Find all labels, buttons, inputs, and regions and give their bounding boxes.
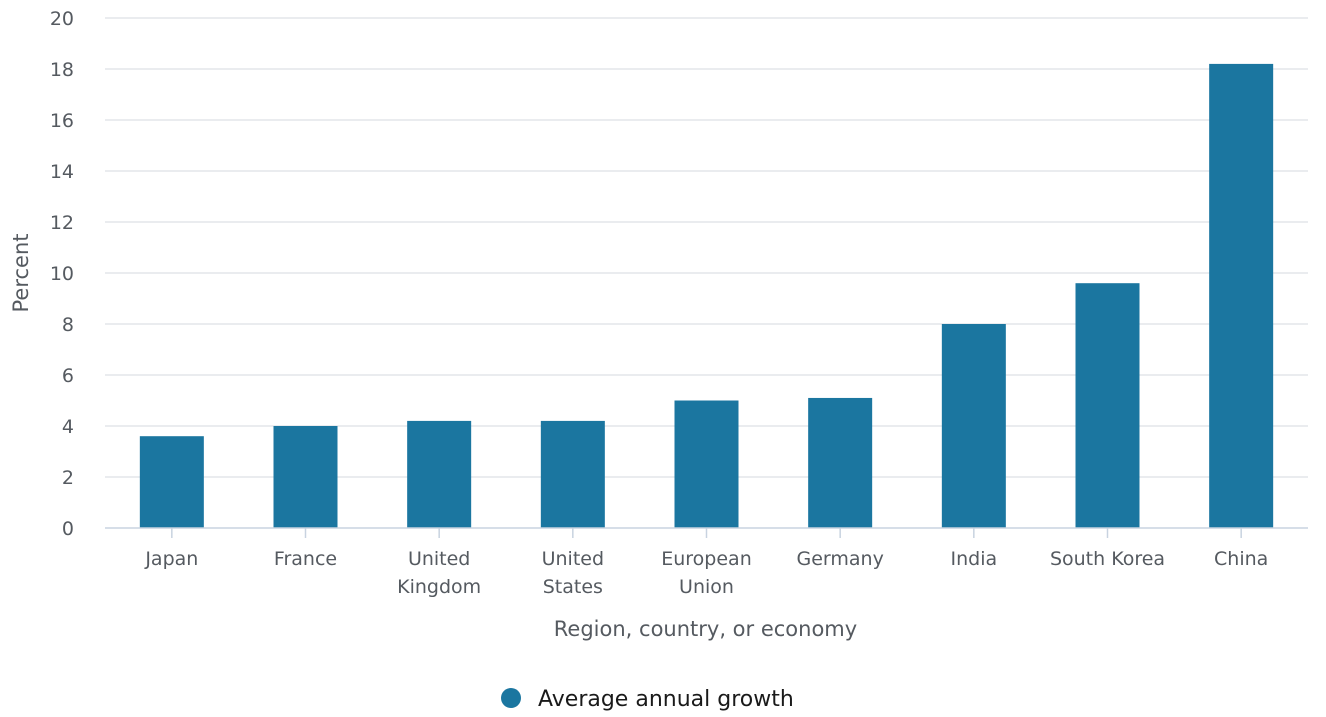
y-tick-label: 16: [50, 110, 74, 132]
y-tick-label: 14: [50, 161, 74, 183]
bar-germany[interactable]: [808, 397, 873, 528]
y-axis-title: Percent: [9, 233, 33, 312]
x-tick-label: India: [951, 548, 998, 570]
x-tick-label: China: [1214, 548, 1268, 570]
y-tick-label: 0: [62, 518, 74, 540]
bar-france[interactable]: [273, 426, 338, 528]
y-tick-label: 12: [50, 212, 74, 234]
bar-united-kingdom[interactable]: [407, 420, 472, 528]
bar-india[interactable]: [941, 324, 1006, 528]
y-tick-label: 18: [50, 59, 74, 81]
bars: [139, 63, 1274, 529]
y-axis-ticks: 0 2 4 6 8 10 12 14 16 18 20: [50, 8, 74, 540]
y-tick-label: 8: [62, 314, 74, 336]
bar-china[interactable]: [1209, 63, 1274, 529]
bar-south-korea[interactable]: [1075, 283, 1140, 528]
x-tick-label: Germany: [797, 548, 884, 570]
x-tick-label: France: [274, 548, 337, 570]
x-tick-label: South Korea: [1050, 548, 1165, 570]
y-tick-label: 6: [62, 365, 74, 387]
bar-european-union[interactable]: [674, 400, 739, 529]
x-axis-title: Region, country, or economy: [554, 617, 857, 641]
bar-japan[interactable]: [139, 436, 204, 528]
y-tick-label: 20: [50, 8, 74, 30]
y-tick-label: 2: [62, 467, 74, 489]
x-tick-label: United Kingdom: [397, 548, 481, 598]
legend-marker-icon: [501, 688, 521, 708]
legend[interactable]: Average annual growth: [501, 687, 794, 712]
bar-united-states[interactable]: [540, 420, 605, 528]
legend-label: Average annual growth: [538, 687, 794, 712]
x-axis-ticks: Japan France United Kingdom United States Euro…: [144, 528, 1268, 598]
y-tick-label: 4: [62, 416, 74, 438]
x-tick-label: United States: [542, 548, 604, 598]
x-tick-label: European Union: [661, 548, 752, 598]
x-tick-label: Japan: [144, 548, 198, 570]
y-tick-label: 10: [50, 263, 74, 285]
